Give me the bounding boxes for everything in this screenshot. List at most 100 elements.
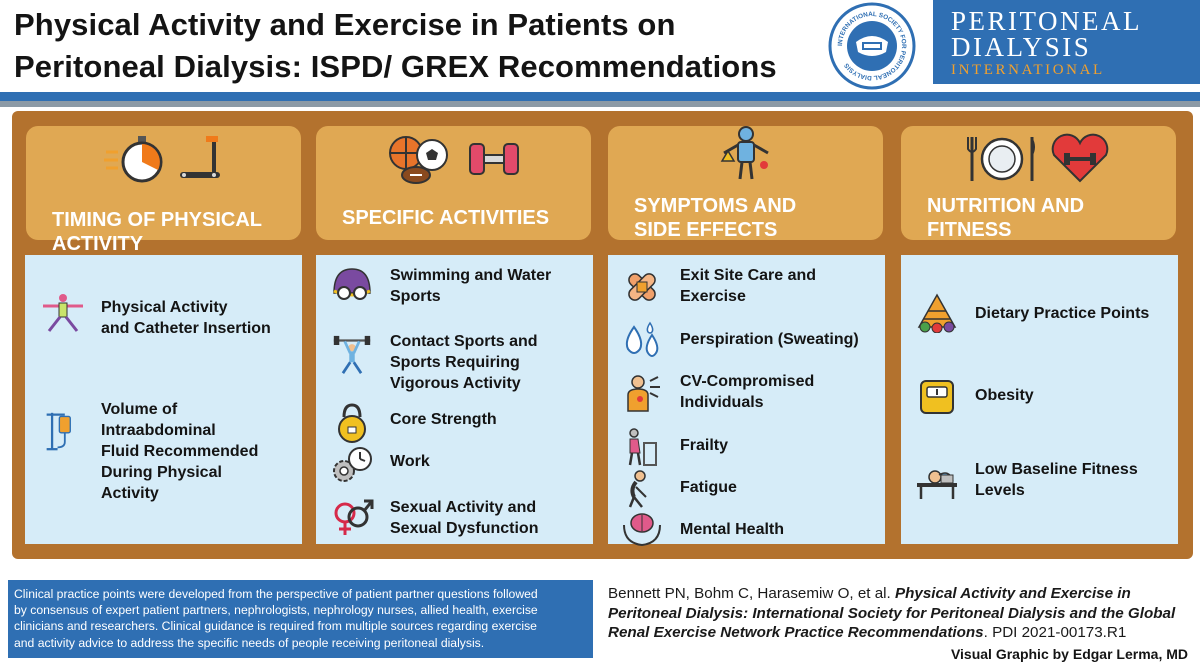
title-line-1: Physical Activity and Exercise in Patien…	[14, 7, 676, 42]
weightlifter-icon	[333, 335, 371, 374]
item-label: Low Baseline Fitness	[975, 461, 1138, 478]
sweat-drops-icon	[625, 321, 659, 357]
scale-icon	[920, 380, 954, 414]
brain-hands-icon	[623, 513, 661, 547]
note-line: clinicians and researchers. Clinical gui…	[14, 619, 537, 634]
note-line: by consensus of expert patient partners,…	[14, 603, 538, 618]
item-label: Intraabdominal	[101, 422, 216, 439]
brand-line-2: DIALYSIS	[951, 32, 1092, 62]
item-label: Exercise	[680, 288, 746, 305]
panel-nutrition: Dietary Practice Points Obesity	[901, 255, 1178, 544]
chest-pain-icon	[627, 375, 660, 412]
gears-clock-icon	[333, 447, 372, 482]
item-label: Core Strength	[390, 411, 497, 428]
graphic-credit: Visual Graphic by Edgar Lerma, MD	[950, 646, 1188, 662]
food-pyramid-icon	[917, 293, 957, 333]
kettlebell-icon	[338, 403, 366, 443]
citation: Bennett PN, Bohm C, Harasemiw O, et al. …	[608, 584, 1194, 643]
item-label: Vigorous Activity	[390, 375, 521, 392]
journal-logo: PERITONEAL DIALYSIS INTERNATIONAL	[933, 0, 1200, 84]
item-label: Volume of	[101, 401, 178, 418]
list-item: Low Baseline Fitness Levels	[915, 461, 1138, 501]
category-title-timing: TIMING OF PHYSICAL ACTIVITY	[52, 208, 262, 256]
list-item: Mental Health	[620, 509, 784, 549]
citation-authors: Bennett PN, Bohm C, Harasemiw O, et al.	[608, 585, 895, 602]
brand-line-3: INTERNATIONAL	[951, 62, 1105, 78]
treadmill-icon	[179, 136, 220, 178]
item-label: Work	[390, 453, 430, 470]
category-title-line: SIDE EFFECTS	[634, 219, 778, 241]
category-title-line: SYMPTOMS AND	[634, 195, 797, 217]
item-label: Physical Activity	[101, 299, 228, 316]
category-timing: TIMING OF PHYSICAL ACTIVITY	[26, 126, 301, 255]
header-divider-blue	[0, 92, 1200, 101]
item-label: Exit Site Care and	[680, 267, 817, 284]
list-item: Volume of Intraabdominal Fluid Recommend…	[41, 401, 258, 502]
item-label: Sports Requiring	[390, 354, 520, 371]
category-title-line: TIMING OF PHYSICAL	[52, 209, 262, 231]
plate-cutlery-icon	[966, 137, 1035, 181]
item-label: Perspiration (Sweating)	[680, 331, 859, 348]
ispd-seal-logo: INTERNATIONAL SOCIETY FOR PERITONEAL DIA…	[828, 2, 916, 90]
methodology-note: Clinical practice points were developed …	[8, 580, 593, 658]
brand-line-1: PERITONEAL	[951, 6, 1142, 36]
note-line: and activity advice to address the speci…	[14, 635, 485, 650]
heart-dumbbell-icon	[1051, 133, 1108, 183]
list-item: CV-Compromised Individuals	[620, 373, 814, 413]
list-item: Exit Site Care and Exercise	[620, 267, 816, 307]
dumbbell-icon	[468, 143, 519, 175]
list-item: Swimming and Water Sports	[330, 265, 551, 305]
item-label: Frailty	[680, 437, 729, 454]
category-title-line: FITNESS	[927, 219, 1012, 241]
category-title-nutrition: NUTRITION AND FITNESS	[927, 194, 1084, 242]
category-title-specific: SPECIFIC ACTIVITIES	[342, 206, 549, 230]
category-nutrition: NUTRITION AND FITNESS	[901, 126, 1176, 242]
item-label: and Catheter Insertion	[101, 320, 271, 337]
panel-symptoms: Exit Site Care and Exercise Perspiration…	[608, 255, 885, 547]
item-label: Mental Health	[680, 521, 785, 538]
category-title-line: ACTIVITY	[52, 233, 144, 255]
item-label: Sports	[390, 288, 441, 305]
citation-tail: . PDI 2021-00173.R1	[983, 624, 1127, 641]
list-item: Core Strength	[330, 403, 497, 443]
list-item: Perspiration (Sweating)	[620, 321, 859, 361]
body-symptoms-icon	[720, 126, 769, 180]
list-item: Sexual Activity and Sexual Dysfunction	[330, 497, 538, 537]
category-title-line: SPECIFIC ACTIVITIES	[342, 207, 550, 229]
swim-cap-goggles-icon	[333, 268, 371, 300]
main-frame: TIMING OF PHYSICAL ACTIVITY SPECIFIC ACT…	[12, 111, 1193, 559]
item-label: Sexual Dysfunction	[390, 520, 539, 537]
title-line-2: Peritoneal Dialysis: ISPD/ GREX Recommen…	[14, 49, 777, 84]
item-label: Fluid Recommended	[101, 443, 259, 460]
category-title-symptoms: SYMPTOMS AND SIDE EFFECTS	[634, 194, 796, 242]
item-label: Individuals	[680, 394, 764, 411]
panel-timing: Physical Activity and Catheter Insertion…	[25, 255, 302, 544]
panel-specific-activities: Swimming and Water Sports Contact Sports…	[316, 255, 593, 544]
bandage-icon	[628, 273, 656, 301]
item-label: Dietary Practice Points	[975, 305, 1150, 322]
elderly-walker-icon	[628, 428, 657, 466]
list-item: Contact Sports and Sports Requiring Vigo…	[330, 333, 538, 392]
sports-balls-icon	[388, 136, 448, 184]
exhausted-desk-icon	[917, 470, 957, 499]
list-item: Work	[330, 445, 430, 485]
category-title-line: NUTRITION AND	[927, 195, 1085, 217]
item-label: Contact Sports and	[390, 333, 538, 350]
category-symptoms: SYMPTOMS AND SIDE EFFECTS	[608, 126, 883, 242]
item-label: CV-Compromised	[680, 373, 815, 390]
item-label: Activity	[101, 485, 159, 502]
list-item: Physical Activity and Catheter Insertion	[41, 293, 271, 337]
list-item: Frailty	[620, 427, 728, 467]
list-item: Dietary Practice Points	[915, 293, 1149, 333]
item-label: Levels	[975, 482, 1025, 499]
item-label: During Physical	[101, 464, 222, 481]
item-label: Sexual Activity and	[390, 499, 537, 516]
citation-title: Physical Activity and Exercise in Perito…	[608, 585, 1176, 641]
page-title: Physical Activity and Exercise in Patien…	[14, 4, 834, 88]
gender-symbols-icon	[334, 499, 374, 535]
category-specific-activities: SPECIFIC ACTIVITIES	[316, 126, 591, 240]
list-item: Fatigue	[620, 469, 737, 509]
note-line: Clinical practice points were developed …	[14, 587, 538, 601]
dialysis-bag-stand-icon	[46, 412, 71, 451]
item-label: Obesity	[975, 387, 1034, 404]
